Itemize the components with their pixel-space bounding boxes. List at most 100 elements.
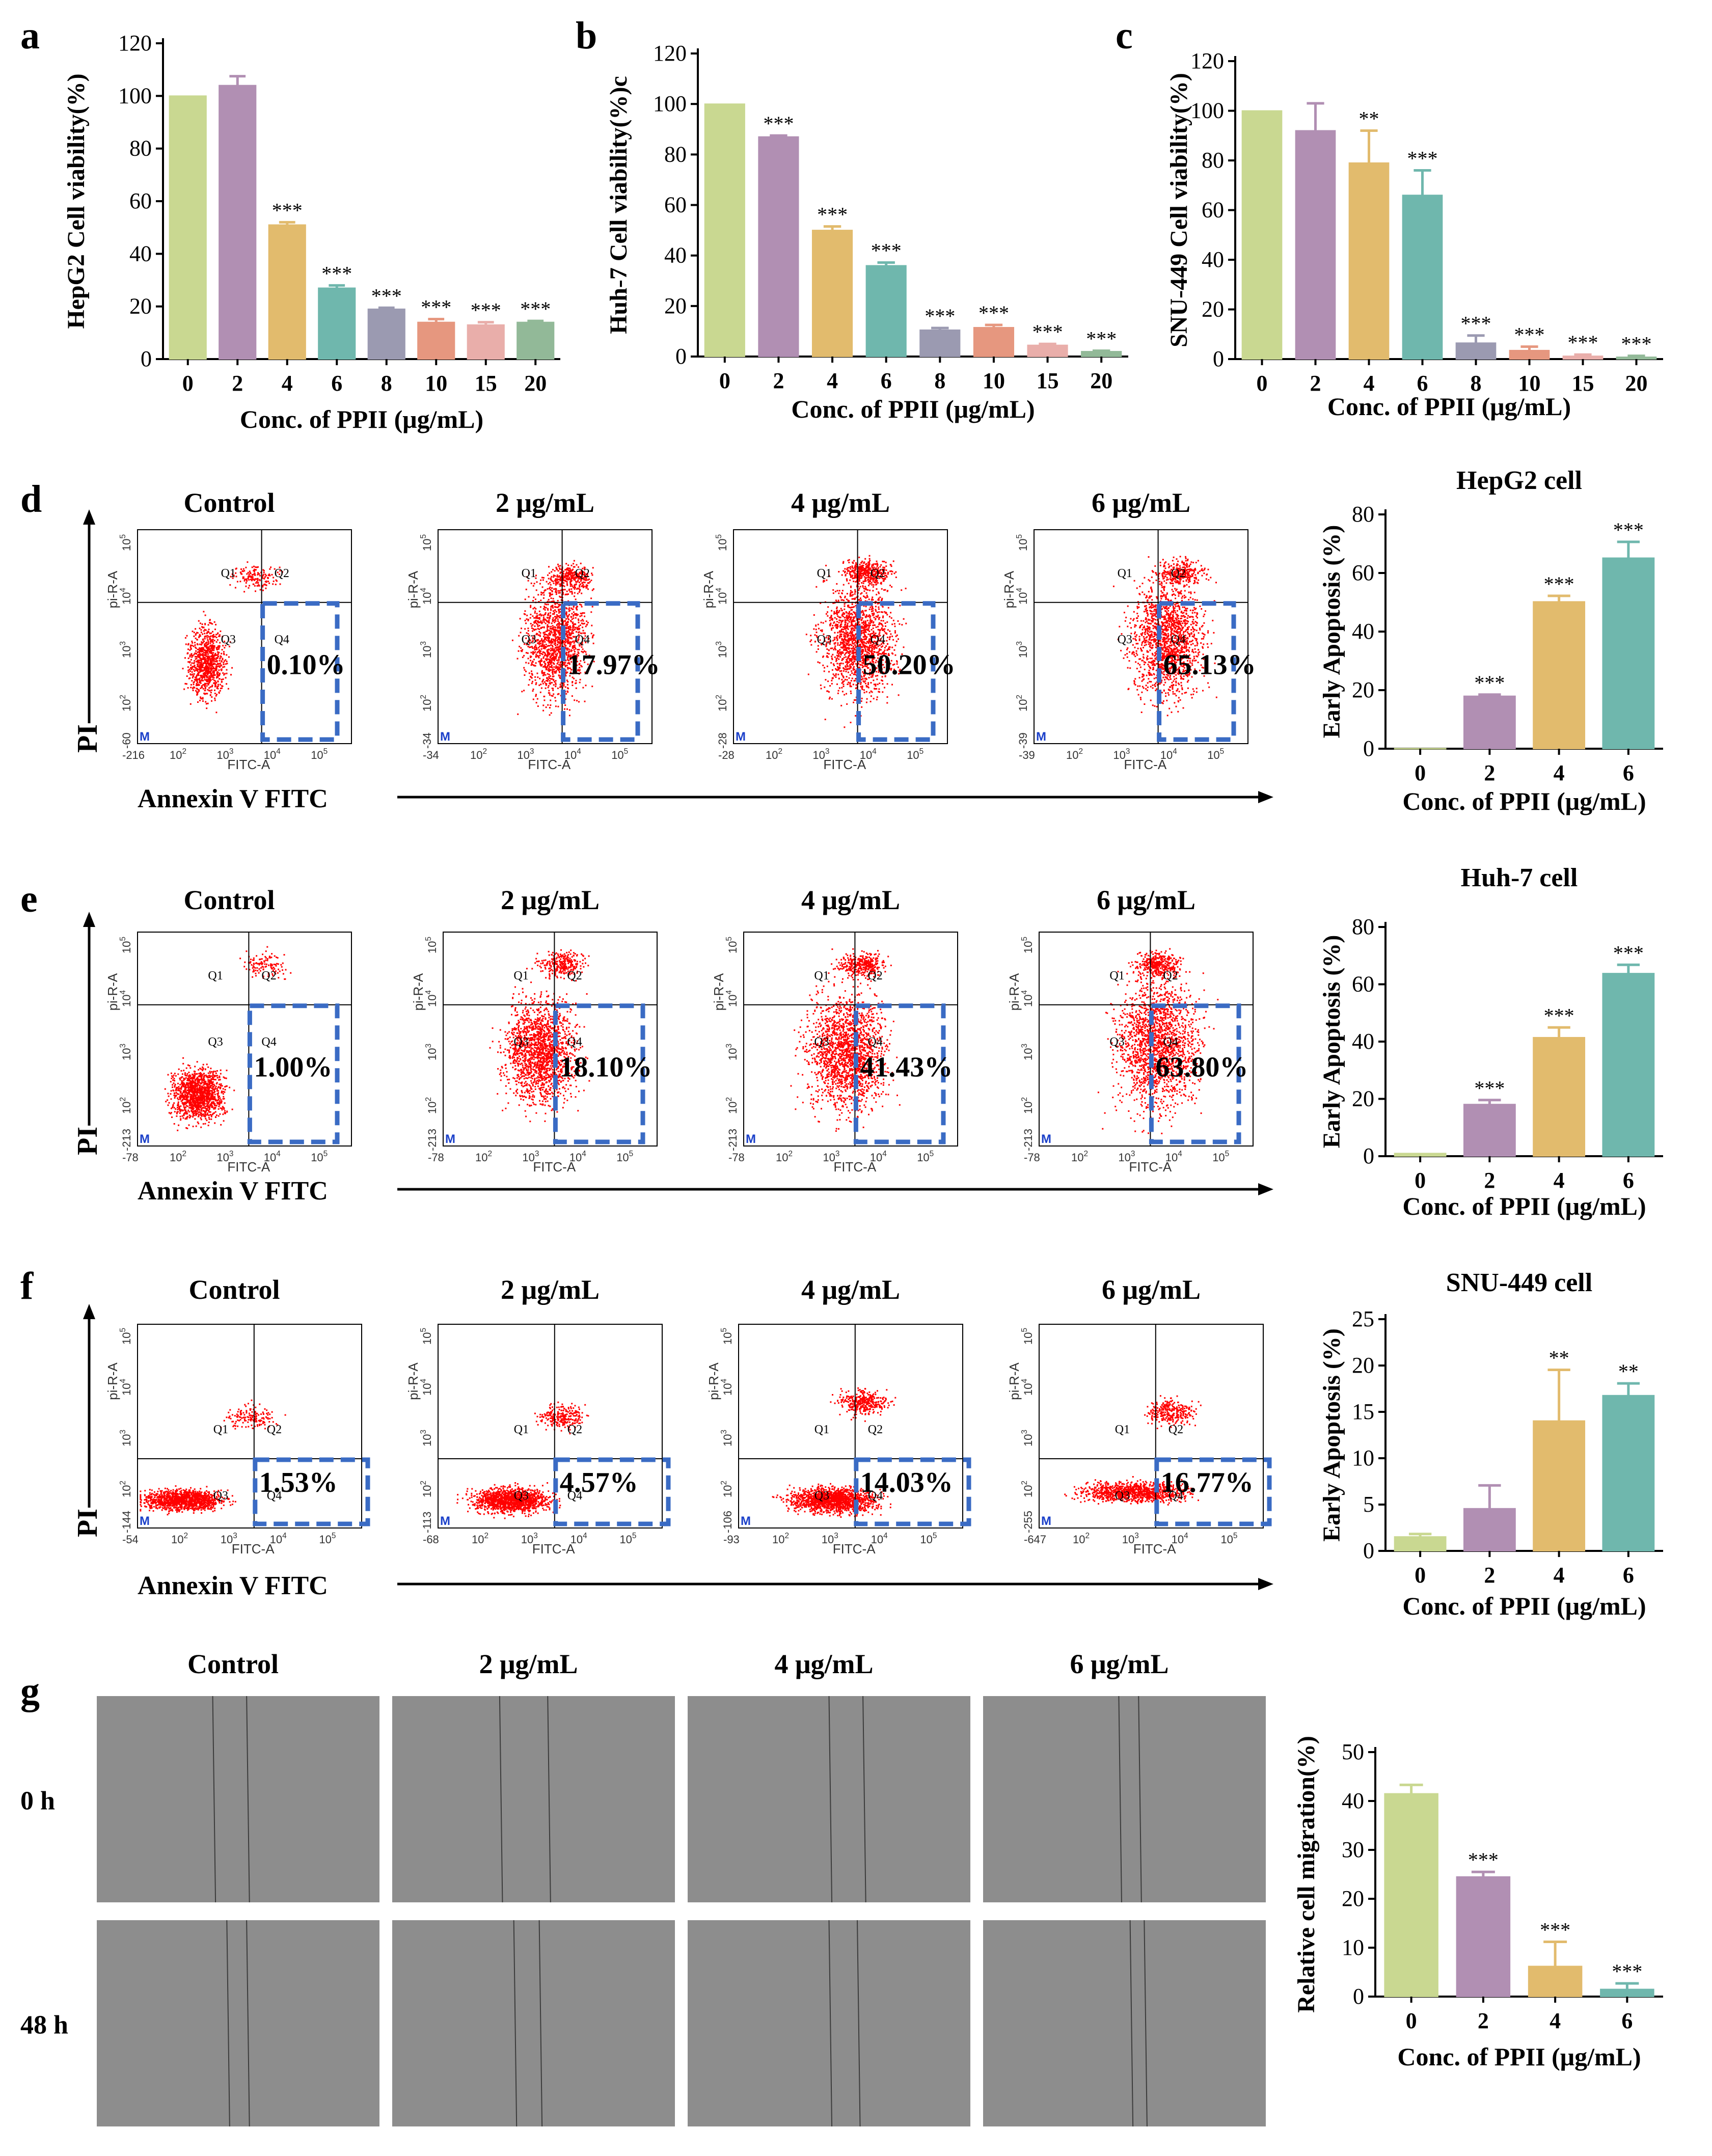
migration-condition-label: 4 μg/mL <box>774 1649 873 1679</box>
quadrant-label: Q2 <box>1171 567 1186 580</box>
y-tick-label: 102 <box>1020 1481 1035 1497</box>
significance-mark: *** <box>520 297 551 320</box>
quadrant-label: Q1 <box>817 567 832 580</box>
quadrant-label: Q1 <box>208 969 223 983</box>
x-tick-label: 4 <box>1554 1168 1565 1193</box>
y-tick-label: 10 <box>1352 1445 1374 1470</box>
x-min-label: -78 <box>428 1151 444 1164</box>
y-tick-label: 102 <box>419 695 433 712</box>
flow-condition-label: 4 μg/mL <box>801 1274 900 1305</box>
x-tick-label: 2 <box>1478 2008 1489 2033</box>
quadrant-label: Q2 <box>868 1423 883 1436</box>
y-axis-title: HepG2 Cell viability(%) <box>63 73 90 329</box>
x-tick-label: 8 <box>934 368 945 393</box>
quadrant-label: Q1 <box>514 1423 529 1436</box>
y-channel-label: pi-R-A <box>405 1362 421 1400</box>
y-tick-label: 30 <box>1342 1837 1364 1862</box>
marker-label: M <box>746 1132 756 1146</box>
x-channel-label: FITC-A <box>532 1541 575 1557</box>
flow-plot-0: Control Q1 Q2 Q3 Q4 0.10% FITC-A pi-R-A 102 103 10… <box>105 487 352 772</box>
dot-path <box>164 946 292 1131</box>
q4-percent-label: 17.97% <box>567 649 660 681</box>
panel-letter-g: g <box>20 1670 40 1712</box>
q4-gate <box>1154 1457 1272 1526</box>
x-tick-label: 6 <box>1623 1563 1634 1588</box>
quadrant-label: Q3 <box>1118 633 1132 646</box>
y-tick-label: 80 <box>664 142 687 167</box>
annexin-axis-arrowhead <box>1258 791 1273 803</box>
flow-condition-label: Control <box>183 885 275 915</box>
marker-label: M <box>1041 1514 1051 1528</box>
y-tick-label: 103 <box>715 641 729 658</box>
significance-mark: *** <box>1474 1077 1505 1100</box>
y-tick-label: 103 <box>119 1430 133 1447</box>
quadrant-label: Q3 <box>817 633 832 646</box>
pi-axis-title: PI <box>72 1127 103 1155</box>
scratch-edge-line <box>538 1920 543 2127</box>
bar-8 <box>1455 342 1497 360</box>
x-tick-label: 104 <box>564 747 581 761</box>
quadrant-label: Q2 <box>575 567 590 580</box>
x-tick-label: 104 <box>1165 1150 1182 1164</box>
x-tick-label: 102 <box>170 747 186 761</box>
dot-cloud <box>164 946 292 1131</box>
significance-mark: *** <box>1474 671 1505 694</box>
x-channel-label: FITC-A <box>227 1159 270 1175</box>
bar-0 <box>704 103 745 358</box>
bar-0 <box>169 95 207 360</box>
x-tick-label: 6 <box>331 371 342 396</box>
marker-label: M <box>736 730 746 744</box>
flow-condition-label: Control <box>183 487 275 518</box>
pi-axis-arrowhead <box>83 1304 95 1319</box>
scratch-edge-line <box>862 1696 866 1903</box>
x-tick-label: 4 <box>1554 1563 1565 1588</box>
x-min-label: -216 <box>122 749 145 761</box>
significance-mark: *** <box>1540 1918 1570 1941</box>
plot-frame <box>438 529 653 744</box>
dot-cloud <box>182 561 283 714</box>
scratch-edge-line <box>513 1920 518 2127</box>
y-tick-label: 104 <box>119 1379 133 1396</box>
q4-percent-label: 16.77% <box>1161 1467 1254 1498</box>
scratch-image-bg <box>983 1696 1266 1902</box>
q4-percent-label: 1.53% <box>259 1467 338 1498</box>
quadrant-label: Q2 <box>261 969 276 983</box>
y-tick-label: 104 <box>424 990 439 1007</box>
x-min-label: -34 <box>423 749 439 761</box>
y-tick-label: 0 <box>1363 1143 1374 1168</box>
bar-6 <box>1602 973 1655 1157</box>
x-tick-label: 103 <box>822 1532 838 1546</box>
significance-mark: *** <box>421 295 451 318</box>
scratch-edge-line <box>857 1920 861 2127</box>
y-tick-label: 103 <box>1020 1044 1035 1060</box>
significance-mark: *** <box>763 112 794 135</box>
x-tick-label: 102 <box>470 747 487 761</box>
significance-mark: *** <box>272 199 303 222</box>
y-tick-label: 103 <box>725 1044 739 1060</box>
bar-0 <box>1394 1536 1447 1552</box>
scratch-image <box>688 1696 970 1903</box>
x-channel-label: FITC-A <box>232 1541 275 1557</box>
y-tick-label: 20 <box>664 293 687 318</box>
scratch-edge-line <box>1144 1920 1148 2127</box>
y-tick-label: 60 <box>1352 972 1374 997</box>
y-tick-label: 105 <box>720 1328 734 1345</box>
scratch-edge-line <box>828 1920 833 2127</box>
bar-6 <box>1600 1988 1654 1998</box>
scratch-image <box>392 1920 675 2127</box>
scratch-edge-line <box>246 1696 250 1903</box>
y-tick-label: 0 <box>141 346 152 371</box>
y-tick-label: 40 <box>664 243 687 268</box>
bar-20 <box>517 321 555 360</box>
y-tick-label: 120 <box>118 31 152 56</box>
y-tick-label: 20 <box>129 294 152 319</box>
x-min-label: -647 <box>1024 1533 1046 1546</box>
x-tick-label: 10 <box>425 371 447 396</box>
bar-8 <box>367 308 405 360</box>
x-tick-label: 15 <box>1037 368 1059 393</box>
x-tick-label: 8 <box>1471 371 1482 396</box>
x-tick-label: 0 <box>1406 2008 1417 2033</box>
x-min-label: -39 <box>1019 749 1035 761</box>
